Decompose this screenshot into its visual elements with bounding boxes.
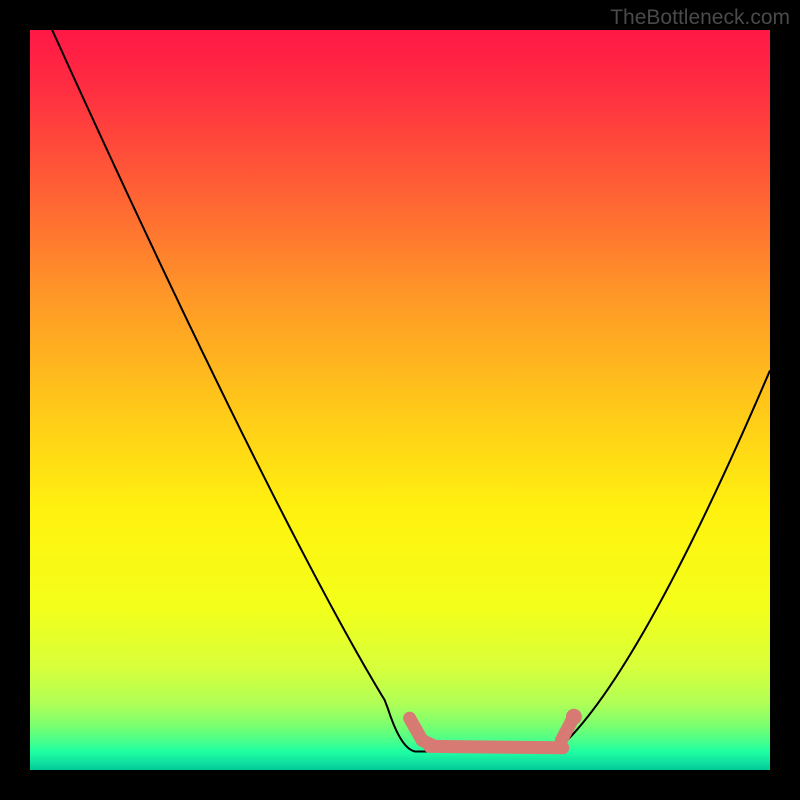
chart-container: TheBottleneck.com — [0, 0, 800, 800]
watermark-text: TheBottleneck.com — [610, 6, 790, 30]
plot-background — [30, 30, 770, 770]
bottleneck-chart — [0, 0, 800, 800]
